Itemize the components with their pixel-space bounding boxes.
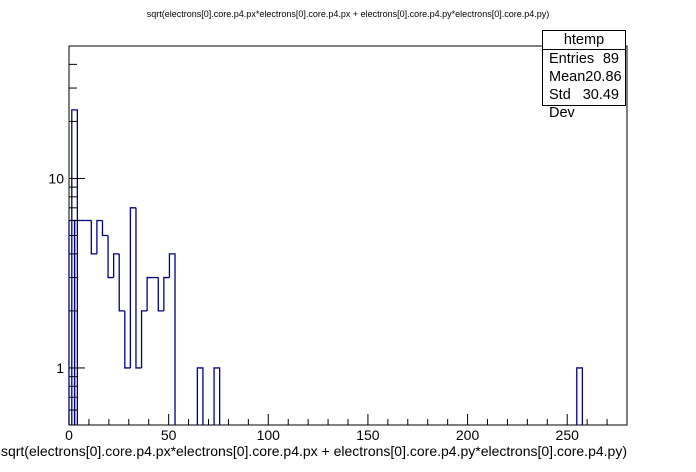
- histogram-bin: [168, 253, 176, 425]
- histogram-bin: [107, 235, 114, 279]
- histogram-bin: [112, 253, 120, 278]
- x-tick-label: 50: [161, 427, 177, 443]
- y-tick-label: 1: [56, 360, 64, 376]
- x-tick-label: 0: [65, 427, 73, 443]
- x-tick-label: 150: [356, 427, 380, 443]
- stats-stddev-row: Std Dev 30.49: [543, 86, 625, 121]
- histogram-bin: [135, 207, 142, 369]
- histogram-bin: [71, 109, 79, 425]
- stats-stddev-label: Std Dev: [549, 87, 575, 121]
- histogram-bin: [90, 220, 97, 255]
- stats-entries-value: 89: [602, 51, 619, 67]
- histogram-bin: [118, 253, 125, 312]
- stats-entries-label: Entries: [549, 51, 595, 67]
- histogram-bin: [140, 310, 148, 368]
- histogram-bin: [576, 367, 584, 425]
- histogram-bin: [129, 207, 136, 368]
- histogram-bin: [101, 220, 109, 237]
- stats-stddev-value: 30.49: [582, 87, 619, 103]
- histogram-bin: [146, 276, 153, 311]
- histogram-bin: [96, 219, 103, 254]
- histogram-bin: [163, 276, 170, 311]
- histogram-bin: [124, 310, 131, 369]
- histogram-bin: [196, 367, 204, 425]
- stats-mean-label: Mean: [549, 69, 586, 85]
- stats-entries-row: Entries 89: [543, 50, 625, 68]
- stats-box: htemp Entries 89 Mean 20.86 Std Dev 30.4…: [542, 30, 626, 121]
- stats-title: htemp: [543, 31, 625, 50]
- stats-mean-row: Mean 20.86: [543, 68, 625, 86]
- stats-mean-value: 20.86: [585, 69, 622, 85]
- x-tick-label: 250: [556, 427, 580, 443]
- chart-title: sqrt(electrons[0].core.p4.px*electrons[0…: [146, 9, 550, 19]
- x-tick-label: 200: [456, 427, 480, 443]
- x-tick-label: 100: [257, 427, 281, 443]
- y-tick-label: 10: [48, 170, 64, 186]
- histogram-bin: [157, 277, 164, 312]
- x-axis-label: sqrt(electrons[0].core.p4.px*electrons[0…: [1, 443, 627, 459]
- histogram-bin: [213, 367, 221, 425]
